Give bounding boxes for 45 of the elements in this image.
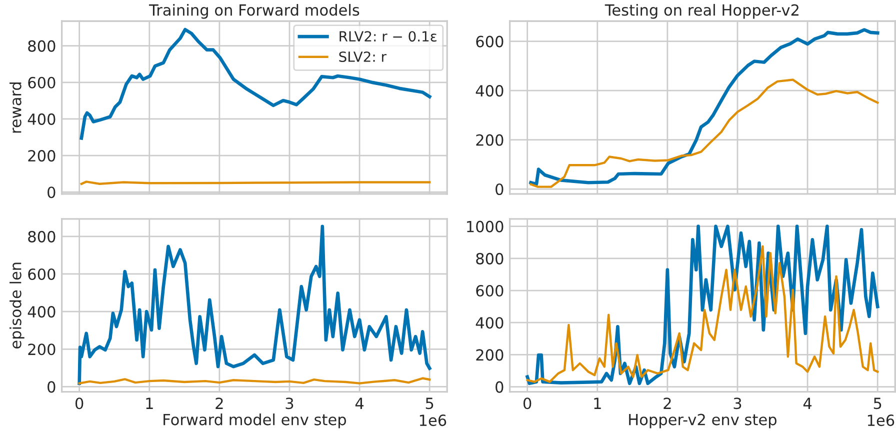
y-axis-title: episode len [10,262,24,348]
y-tick-label: 800 [28,230,56,242]
x-tick-label: 0 [75,398,84,410]
y-tick-label: 400 [476,85,504,97]
chart-title: Training on Forward models [149,4,360,19]
x-axis-title: Forward model env step [164,414,346,428]
x-tick-label: 3 [734,398,742,410]
y-tick-label: 600 [476,36,504,48]
line-series [529,28,880,186]
y-tick-label: 200 [28,150,56,162]
x-tick-label: 2 [664,398,671,409]
y-axis-title: reward [10,82,22,133]
y-tick-label: 600 [28,76,56,88]
y-tick-label: 400 [28,113,56,125]
x-tick-label: 5 [874,398,882,410]
line-series [78,224,432,385]
y-tick-label: 200 [476,134,504,146]
y-tick-label: 600 [28,268,56,280]
x-tick-label: 3 [286,398,294,410]
x-tick-label: 1 [594,398,601,409]
y-tick-label: 0 [48,381,56,393]
legend-label: RLV2: r − 0.1ε [340,31,436,42]
y-tick-label: 1000 [467,220,504,232]
y-tick-label: 0 [48,186,56,198]
y-tick-label: 400 [476,317,504,329]
x-axis-title: Hopper-v2 env step [629,414,776,428]
y-tick-label: 0 [496,183,504,196]
x-tick-label: 0 [523,398,532,410]
y-tick-label: 800 [476,252,504,264]
x-tick-label: 2 [216,398,223,409]
y-tick-label: 200 [476,349,504,361]
y-tick-label: 800 [28,40,56,52]
y-tick-label: 600 [476,284,504,297]
x-tick-label: 1 [146,398,153,409]
x-tick-label: 4 [803,398,812,409]
text: 1e6 [868,414,894,426]
chart-title: Testing on real Hopper-v2 [604,4,798,19]
y-tick-label: 400 [28,306,56,318]
text: 1e6 [420,414,446,426]
y-tick-label: 200 [28,344,56,356]
x-tick-label: 5 [426,398,434,410]
line-series [530,78,879,188]
y-tick-label: 0 [496,381,504,393]
x-tick-label: 4 [355,398,364,409]
legend-label: SLV2: r [339,51,386,62]
